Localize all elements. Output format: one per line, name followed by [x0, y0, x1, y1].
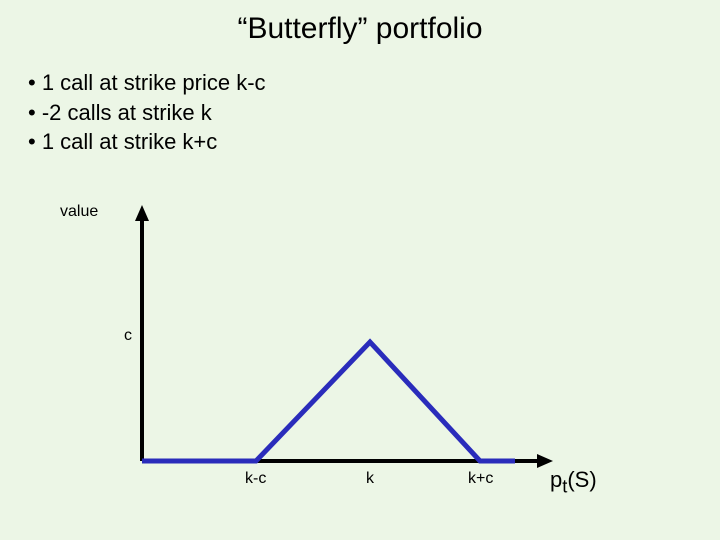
payoff-line [142, 342, 515, 461]
x-tick-k: k [366, 470, 374, 488]
x-tick-kpc: k+c [468, 470, 493, 488]
chart-svg [80, 205, 640, 505]
page-title: “Butterfly” portfolio [0, 12, 720, 46]
x-axis-arrow [537, 454, 553, 468]
bullet-item: 1 call at strike price k-c [28, 68, 266, 98]
y-axis-label: value [60, 203, 98, 221]
bullet-item: -2 calls at strike k [28, 98, 266, 128]
y-axis-arrow [135, 205, 149, 221]
butterfly-chart: value c k-c k k+c pt(S) [80, 205, 640, 505]
x-end-label: pt(S) [550, 467, 597, 497]
x-tick-kmc: k-c [245, 470, 266, 488]
bullet-item: 1 call at strike k+c [28, 127, 266, 157]
bullet-list: 1 call at strike price k-c -2 calls at s… [28, 68, 266, 157]
y-tick-c: c [124, 327, 132, 345]
